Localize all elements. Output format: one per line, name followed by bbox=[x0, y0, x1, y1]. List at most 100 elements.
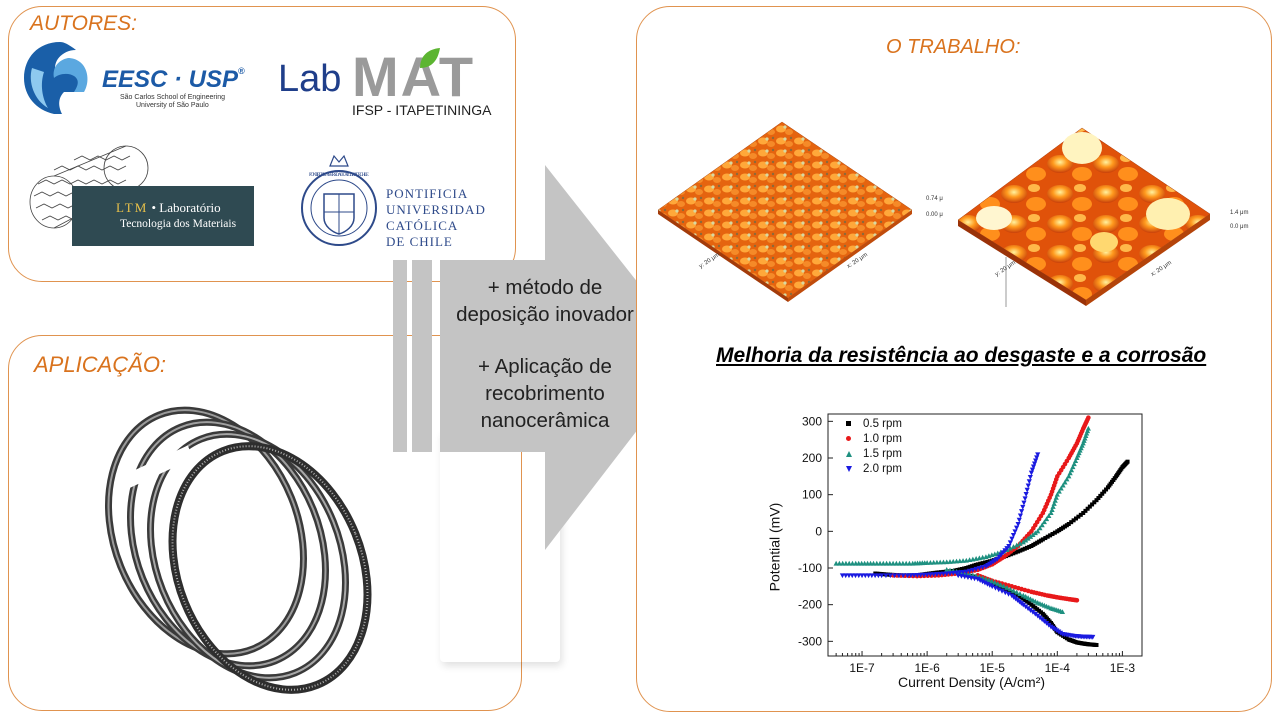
data-point bbox=[927, 572, 933, 578]
eesc-usp-logo: EESC · USP® São Carlos School of Enginee… bbox=[18, 38, 248, 118]
data-point bbox=[1043, 516, 1050, 522]
data-point bbox=[1062, 479, 1068, 485]
data-point bbox=[1054, 491, 1060, 497]
legend-item-1: 0.5 rpm bbox=[846, 418, 902, 430]
data-point bbox=[843, 560, 849, 566]
data-point bbox=[1027, 544, 1032, 549]
data-point bbox=[944, 567, 950, 572]
data-point bbox=[1043, 536, 1048, 541]
data-point bbox=[1020, 596, 1025, 601]
data-point bbox=[940, 571, 947, 577]
data-point bbox=[1045, 534, 1050, 539]
data-point bbox=[1017, 541, 1023, 546]
data-point bbox=[1071, 461, 1077, 467]
data-point bbox=[839, 573, 846, 579]
data-point bbox=[1035, 452, 1041, 458]
data-point bbox=[880, 560, 886, 566]
data-point bbox=[908, 573, 914, 579]
data-point bbox=[904, 573, 911, 579]
legend-item-3: 1.5 rpm bbox=[846, 448, 902, 460]
data-point bbox=[1023, 492, 1029, 497]
chart-svg: 300 200 100 0 -100 -200 -300 1E-7 1E-6 1E-5 1E-4 1E… bbox=[798, 413, 1143, 675]
data-point bbox=[1024, 545, 1029, 550]
data-point bbox=[1016, 517, 1022, 523]
polarization-chart: 300 200 100 0 -100 -200 -300 1E-7 1E-6 1E-5 1E-4 1E… bbox=[760, 404, 1160, 704]
data-point bbox=[1083, 433, 1089, 438]
data-point bbox=[849, 573, 855, 579]
data-point bbox=[883, 560, 890, 566]
data-point bbox=[883, 573, 889, 579]
aplicacao-panel bbox=[8, 335, 522, 711]
data-point bbox=[890, 560, 896, 566]
arrow-line-3: + Aplicação de bbox=[478, 355, 612, 378]
data-point bbox=[1068, 467, 1075, 473]
data-point bbox=[1096, 496, 1101, 501]
data-point bbox=[836, 560, 842, 566]
data-point bbox=[1050, 532, 1055, 537]
autores-title: AUTORES: bbox=[30, 12, 137, 35]
data-point bbox=[1012, 529, 1018, 535]
data-point bbox=[921, 572, 927, 578]
data-point bbox=[989, 578, 995, 584]
data-point bbox=[1074, 455, 1080, 460]
labmat-logo: Lab MAT IFSP - ITAPETININGA bbox=[278, 40, 508, 122]
puc-line1: PONTIFICIA bbox=[386, 186, 469, 201]
data-point bbox=[996, 587, 1002, 593]
data-point bbox=[957, 567, 962, 572]
eesc-sub1: São Carlos School of Engineering bbox=[120, 94, 226, 101]
puc-line4: DE CHILE bbox=[386, 234, 453, 249]
data-point bbox=[1077, 447, 1083, 453]
data-point bbox=[984, 581, 991, 587]
data-point bbox=[1013, 525, 1020, 531]
data-point bbox=[1011, 551, 1016, 556]
headline: Melhoria da resistência ao desgaste e a … bbox=[716, 344, 1207, 367]
afm-image-1: 0.74 μ 0.00 μ y: 20 μm x: 20 μm bbox=[650, 112, 950, 312]
data-point bbox=[1028, 470, 1035, 476]
data-point bbox=[957, 570, 963, 576]
data-point bbox=[986, 577, 992, 583]
labmat-sub: IFSP - ITAPETININGA bbox=[352, 102, 492, 118]
data-point bbox=[1027, 474, 1033, 480]
data-point bbox=[1074, 597, 1080, 603]
afm1-z-bottom: 0.00 μ bbox=[926, 212, 943, 218]
data-point bbox=[1007, 540, 1013, 546]
labmat-mat: MAT bbox=[352, 45, 476, 108]
data-point bbox=[900, 573, 906, 579]
data-point bbox=[1066, 473, 1072, 479]
y-tick-label: 0 bbox=[815, 524, 822, 538]
afm-surface-2 bbox=[957, 127, 1211, 307]
data-point bbox=[953, 570, 960, 576]
data-point bbox=[987, 583, 993, 588]
data-point bbox=[859, 573, 865, 579]
data-point bbox=[1056, 488, 1062, 494]
data-point bbox=[865, 573, 872, 579]
data-point bbox=[1008, 552, 1013, 557]
data-point bbox=[1025, 535, 1031, 541]
data-point bbox=[1027, 601, 1032, 606]
data-point bbox=[998, 582, 1004, 588]
data-point bbox=[1078, 512, 1083, 517]
data-point bbox=[1051, 501, 1057, 506]
piston-rings-image bbox=[105, 406, 372, 694]
data-point bbox=[1024, 487, 1030, 493]
data-point bbox=[1094, 643, 1099, 647]
data-point bbox=[976, 566, 982, 571]
data-point bbox=[1066, 522, 1071, 526]
data-point bbox=[1049, 507, 1055, 512]
data-point bbox=[924, 572, 930, 578]
data-point bbox=[979, 579, 986, 585]
data-point bbox=[1085, 425, 1091, 431]
data-point bbox=[947, 571, 953, 576]
legend-item-4: 2.0 rpm bbox=[846, 463, 902, 475]
data-point bbox=[1030, 610, 1036, 615]
data-point bbox=[1010, 544, 1017, 549]
data-point bbox=[872, 573, 878, 579]
data-point bbox=[1086, 415, 1091, 420]
data-point bbox=[1017, 513, 1024, 519]
afm1-z-top: 0.74 μ bbox=[926, 196, 943, 202]
data-point bbox=[944, 571, 950, 577]
data-point bbox=[1082, 435, 1088, 441]
data-point bbox=[1076, 450, 1082, 456]
data-point bbox=[833, 560, 839, 566]
data-point bbox=[870, 560, 877, 566]
